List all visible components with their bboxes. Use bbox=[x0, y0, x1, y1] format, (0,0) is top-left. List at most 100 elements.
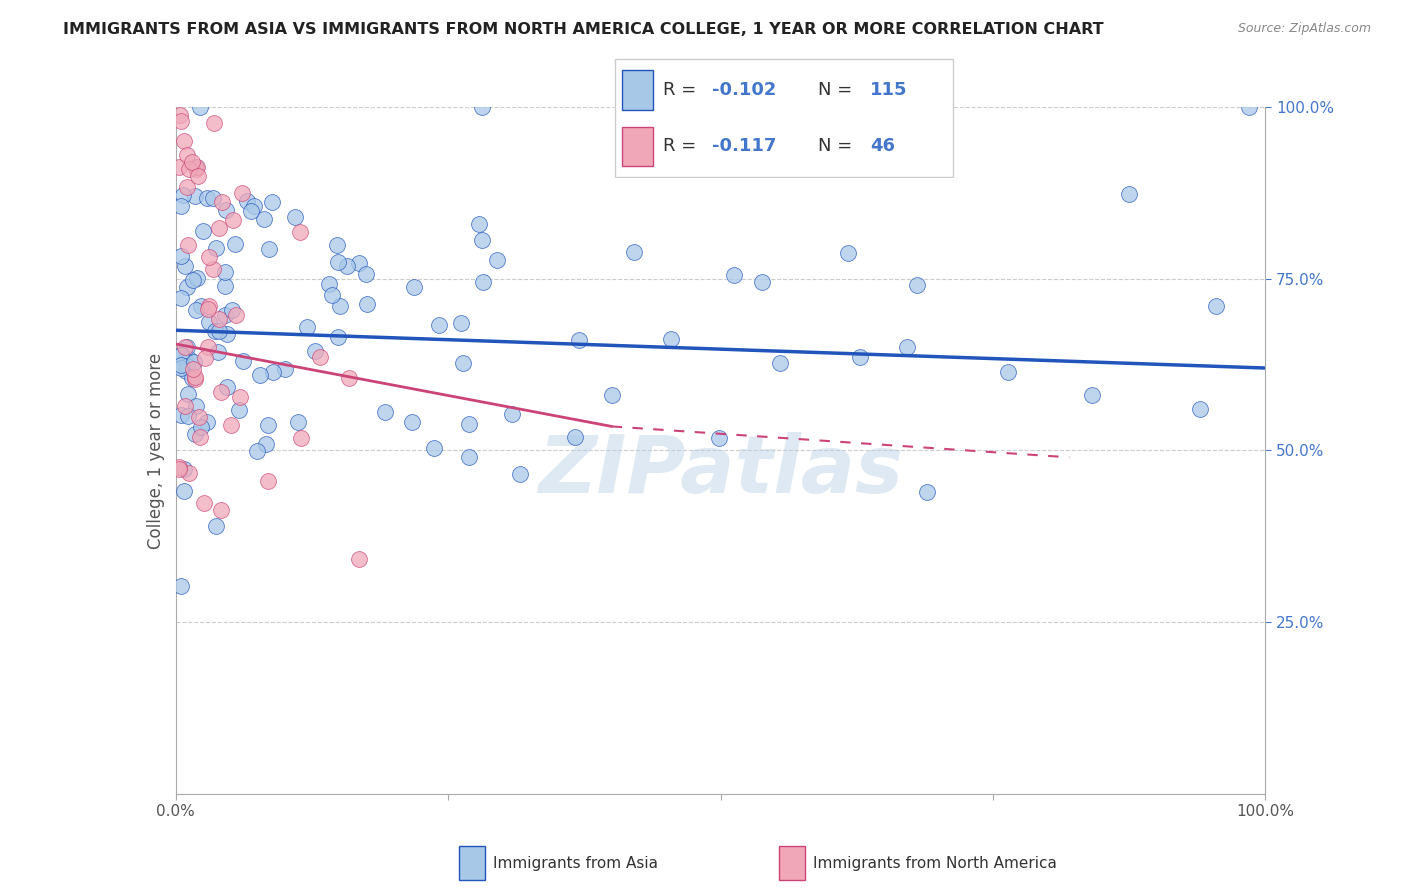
Point bbox=[170, 358, 193, 372]
Point bbox=[290, 431, 312, 445]
Point bbox=[174, 364, 197, 378]
Point bbox=[197, 250, 219, 264]
Point bbox=[209, 385, 232, 400]
Point bbox=[468, 218, 491, 232]
Text: Immigrants from Asia: Immigrants from Asia bbox=[494, 855, 658, 871]
Point bbox=[176, 280, 198, 294]
Point bbox=[564, 430, 586, 444]
Point bbox=[184, 160, 207, 174]
Point bbox=[194, 351, 217, 365]
Point bbox=[186, 160, 208, 174]
Point bbox=[328, 255, 350, 269]
Point bbox=[170, 360, 193, 375]
Point bbox=[184, 162, 207, 177]
Point bbox=[457, 450, 479, 465]
Point bbox=[837, 246, 859, 260]
Point bbox=[176, 340, 198, 354]
Point bbox=[349, 256, 371, 270]
Point bbox=[215, 202, 238, 217]
Point bbox=[423, 441, 446, 455]
Text: Immigrants from North America: Immigrants from North America bbox=[813, 855, 1057, 871]
Point bbox=[208, 312, 231, 326]
Point bbox=[186, 270, 208, 285]
Point bbox=[917, 484, 939, 499]
Point bbox=[167, 460, 190, 475]
Point bbox=[170, 348, 193, 362]
Point bbox=[181, 155, 204, 169]
Point bbox=[202, 116, 225, 130]
Point bbox=[262, 365, 284, 379]
Point bbox=[176, 359, 198, 373]
Point bbox=[1188, 402, 1211, 417]
Point bbox=[172, 188, 194, 202]
Point bbox=[184, 399, 207, 413]
Point bbox=[183, 355, 205, 369]
Point bbox=[174, 340, 197, 354]
Point bbox=[173, 484, 195, 499]
Point bbox=[188, 100, 211, 114]
Point bbox=[337, 371, 360, 385]
Text: -0.102: -0.102 bbox=[711, 81, 776, 99]
Point bbox=[232, 353, 254, 368]
Point bbox=[254, 437, 277, 451]
Point bbox=[170, 579, 193, 593]
Point bbox=[201, 262, 224, 277]
Point bbox=[191, 224, 214, 238]
Point bbox=[501, 407, 523, 421]
Point bbox=[183, 189, 205, 203]
Point bbox=[167, 462, 190, 476]
Point bbox=[326, 329, 349, 343]
Point bbox=[170, 348, 193, 362]
Point bbox=[288, 226, 311, 240]
Text: IMMIGRANTS FROM ASIA VS IMMIGRANTS FROM NORTH AMERICA COLLEGE, 1 YEAR OR MORE CO: IMMIGRANTS FROM ASIA VS IMMIGRANTS FROM … bbox=[63, 22, 1104, 37]
Point bbox=[183, 370, 205, 384]
Text: -0.117: -0.117 bbox=[711, 137, 776, 155]
Point bbox=[177, 351, 200, 366]
Point bbox=[246, 443, 269, 458]
Point bbox=[723, 268, 745, 282]
Point bbox=[181, 273, 204, 287]
Point bbox=[177, 387, 200, 401]
Text: N =: N = bbox=[818, 137, 852, 155]
Point bbox=[769, 356, 792, 370]
Text: R =: R = bbox=[664, 137, 696, 155]
Point bbox=[174, 353, 197, 368]
Point bbox=[209, 503, 232, 517]
Point bbox=[321, 288, 343, 302]
Point bbox=[1118, 186, 1140, 201]
Point bbox=[208, 220, 231, 235]
Point bbox=[229, 390, 252, 404]
FancyBboxPatch shape bbox=[460, 846, 485, 880]
Point bbox=[471, 275, 494, 289]
Point bbox=[190, 419, 212, 434]
Point bbox=[176, 409, 198, 423]
Point bbox=[401, 415, 423, 429]
Point bbox=[304, 343, 326, 358]
Point bbox=[236, 194, 259, 208]
Point bbox=[197, 340, 219, 354]
Point bbox=[197, 302, 219, 317]
Text: R =: R = bbox=[664, 81, 696, 99]
Point bbox=[197, 299, 219, 313]
Point bbox=[224, 236, 246, 251]
Point bbox=[205, 519, 228, 533]
Point bbox=[329, 299, 352, 313]
Point bbox=[471, 100, 494, 114]
Point bbox=[208, 324, 231, 338]
Point bbox=[336, 259, 359, 273]
Point bbox=[471, 233, 494, 247]
Text: Source: ZipAtlas.com: Source: ZipAtlas.com bbox=[1237, 22, 1371, 36]
Point bbox=[176, 179, 198, 194]
Point bbox=[600, 387, 623, 401]
Point bbox=[751, 275, 773, 289]
Text: 46: 46 bbox=[870, 137, 896, 155]
Point bbox=[260, 195, 283, 210]
Point bbox=[325, 238, 347, 252]
Point bbox=[170, 249, 193, 263]
FancyBboxPatch shape bbox=[621, 70, 652, 110]
Point bbox=[204, 324, 226, 338]
Point bbox=[188, 430, 211, 444]
Point bbox=[1081, 388, 1104, 402]
Point bbox=[402, 280, 425, 294]
Point bbox=[207, 344, 229, 359]
